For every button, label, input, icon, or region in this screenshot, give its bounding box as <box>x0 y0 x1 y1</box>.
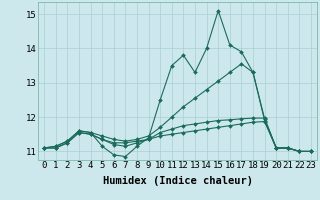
X-axis label: Humidex (Indice chaleur): Humidex (Indice chaleur) <box>103 176 252 186</box>
